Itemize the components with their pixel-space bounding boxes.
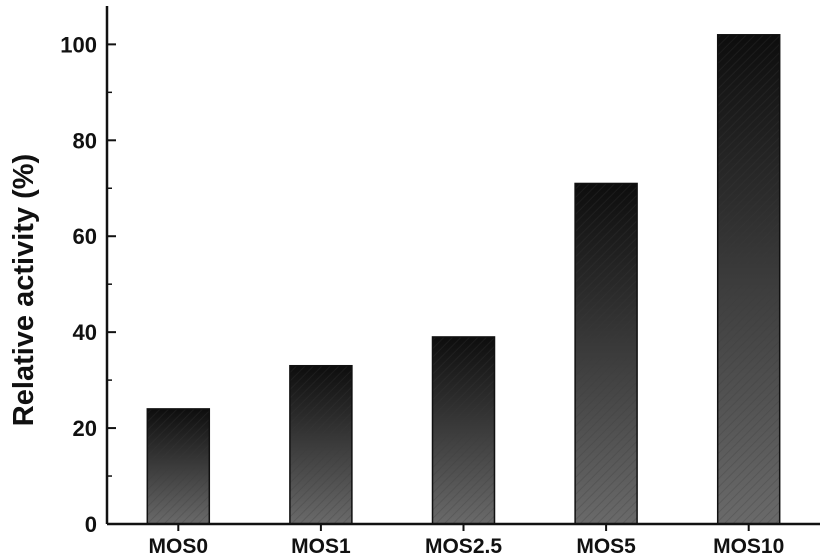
y-tick-label: 100 <box>60 32 97 57</box>
y-tick-label: 20 <box>73 416 97 441</box>
bar-mos5 <box>574 182 638 525</box>
y-tick-label: 60 <box>73 224 97 249</box>
bar-mos2-5 <box>431 336 496 525</box>
y-axis-title: Relative activity (%) <box>8 154 40 426</box>
axes: MOS0 MOS1 MOS2.5 MOS5 MOS10 0 20 40 60 80 100 <box>60 6 820 558</box>
bar-mos1 <box>289 364 353 525</box>
bar-mos0 <box>146 408 211 525</box>
y-tick-label: 40 <box>73 320 97 345</box>
x-tick-label: MOS0 <box>149 535 209 558</box>
x-tick-label: MOS5 <box>576 535 636 558</box>
x-tick-label: MOS10 <box>713 535 784 558</box>
x-tick-label: MOS1 <box>291 535 351 558</box>
y-tick-label: 0 <box>85 512 97 537</box>
bars <box>146 34 781 525</box>
x-tick-label: MOS2.5 <box>425 535 502 558</box>
bar-mos10 <box>716 34 781 525</box>
y-tick-label: 80 <box>73 128 97 153</box>
